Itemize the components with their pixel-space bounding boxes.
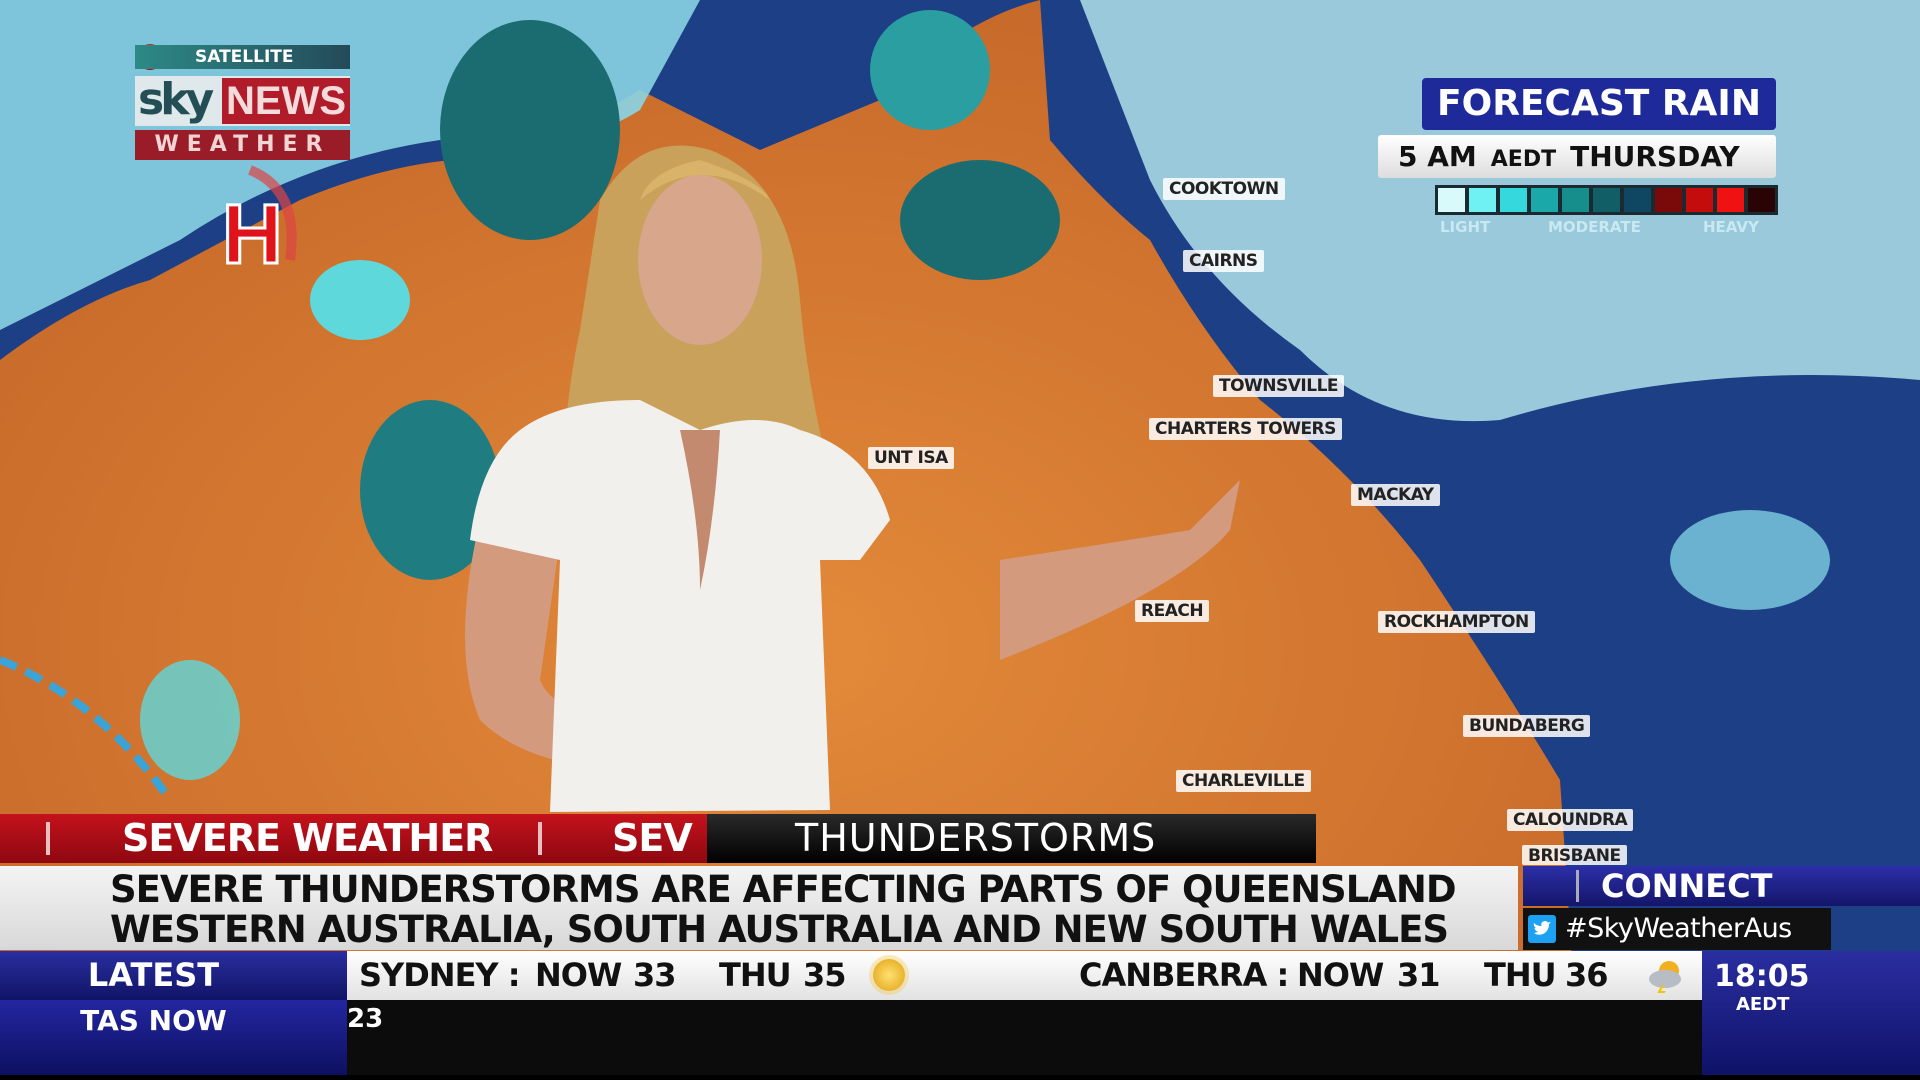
rain-cell — [870, 10, 990, 130]
topic-label: THUNDERSTORMS — [707, 814, 1316, 863]
city-name: CANBERRA : — [1079, 956, 1289, 994]
forecast-hour: 5 AM — [1398, 140, 1477, 173]
now-temp: 31 — [1397, 956, 1441, 994]
forecast-temp: 36 — [1565, 956, 1609, 994]
region-value: 23 — [347, 1000, 1702, 1075]
legend-swatch — [1593, 188, 1620, 212]
day-label: THU — [1484, 956, 1557, 994]
high-pressure-marker: H — [221, 187, 285, 281]
city-label: CHARLEVILLE — [1176, 770, 1311, 792]
city-label: BRISBANE — [1522, 845, 1627, 865]
divider — [538, 822, 542, 855]
legend-swatch — [1562, 188, 1589, 212]
rain-cell — [1670, 510, 1830, 610]
now-label: NOW — [535, 956, 622, 994]
rain-legend — [1435, 185, 1778, 215]
rain-cell — [140, 660, 240, 780]
city-label: UNT ISA — [868, 447, 954, 469]
connect-label: CONNECT — [1523, 866, 1920, 906]
forecast-temp: 35 — [803, 956, 847, 994]
sky-logo: sky — [138, 74, 214, 125]
headline-line-2: WESTERN AUSTRALIA, SOUTH AUSTRALIA AND N… — [110, 908, 1449, 951]
legend-swatch — [1686, 188, 1713, 212]
now-temp: 33 — [633, 956, 677, 994]
rain-cell — [360, 400, 500, 580]
isobar — [247, 165, 297, 261]
rain-cell — [310, 260, 410, 340]
legend-label-moderate: MODERATE — [1548, 218, 1641, 236]
forecast-day: THURSDAY — [1570, 140, 1740, 173]
section-label-repeat: SEV — [612, 816, 693, 860]
day-label: THU — [719, 956, 792, 994]
clock-timezone: AEDT — [1736, 994, 1790, 1015]
rain-cell — [900, 160, 1060, 280]
presenter — [465, 145, 1240, 812]
legend-swatch — [1469, 188, 1496, 212]
city-label: CALOUNDRA — [1507, 809, 1634, 831]
city-weather-strip: SYDNEY : NOW 33 THU 35 CANBERRA : NOW 31… — [347, 951, 1702, 1000]
forecast-timezone: AEDT — [1490, 147, 1557, 172]
legend-label-heavy: HEAVY — [1703, 218, 1759, 236]
weather-logo: WEATHER — [135, 130, 350, 160]
legend-swatch — [1438, 188, 1465, 212]
legend-swatch — [1655, 188, 1682, 212]
city-label: REACH — [1135, 600, 1210, 622]
section-bar: SEVERE WEATHER SEV — [0, 814, 707, 863]
forecast-time: 5 AM AEDT THURSDAY — [1378, 135, 1776, 178]
forecast-title: FORECAST RAIN — [1422, 78, 1776, 130]
divider — [46, 822, 50, 855]
city-label: ROCKHAMPTON — [1378, 611, 1535, 633]
city-label: MACKAY — [1351, 484, 1440, 506]
clock: 18:05 AEDT — [1702, 951, 1920, 1075]
city-label: TOWNSVILLE — [1213, 375, 1345, 397]
city-label: CHARTERS TOWERS — [1149, 418, 1342, 440]
clock-time: 18:05 — [1714, 959, 1810, 994]
satellite-label: SATELLITE — [135, 45, 350, 69]
legend-swatch — [1500, 188, 1527, 212]
legend-swatch — [1717, 188, 1744, 212]
twitter-bird-icon — [1528, 915, 1556, 943]
hashtag: #SkyWeatherAus — [1523, 908, 1831, 950]
city-label: BUNDABERG — [1463, 715, 1591, 737]
city-name: SYDNEY : — [359, 956, 521, 994]
sunny-icon — [873, 959, 905, 991]
legend-swatch — [1624, 188, 1651, 212]
latest-label: LATEST — [0, 951, 347, 1000]
region-label: TAS NOW — [0, 1000, 347, 1075]
section-label: SEVERE WEATHER — [122, 816, 493, 860]
city-label: COOKTOWN — [1163, 178, 1285, 200]
storm-cloud-sun-icon — [1647, 957, 1687, 998]
city-label: CAIRNS — [1183, 250, 1264, 272]
legend-swatch — [1748, 188, 1775, 212]
now-label: NOW — [1297, 956, 1384, 994]
headline-line-1: SEVERE THUNDERSTORMS ARE AFFECTING PARTS… — [110, 868, 1457, 911]
legend-swatch — [1531, 188, 1558, 212]
legend-label-light: LIGHT — [1440, 218, 1491, 236]
news-logo: NEWS — [222, 78, 350, 124]
bottom-border — [0, 1075, 1920, 1080]
rain-cell — [440, 20, 620, 240]
headline: SEVERE THUNDERSTORMS ARE AFFECTING PARTS… — [0, 866, 1518, 950]
